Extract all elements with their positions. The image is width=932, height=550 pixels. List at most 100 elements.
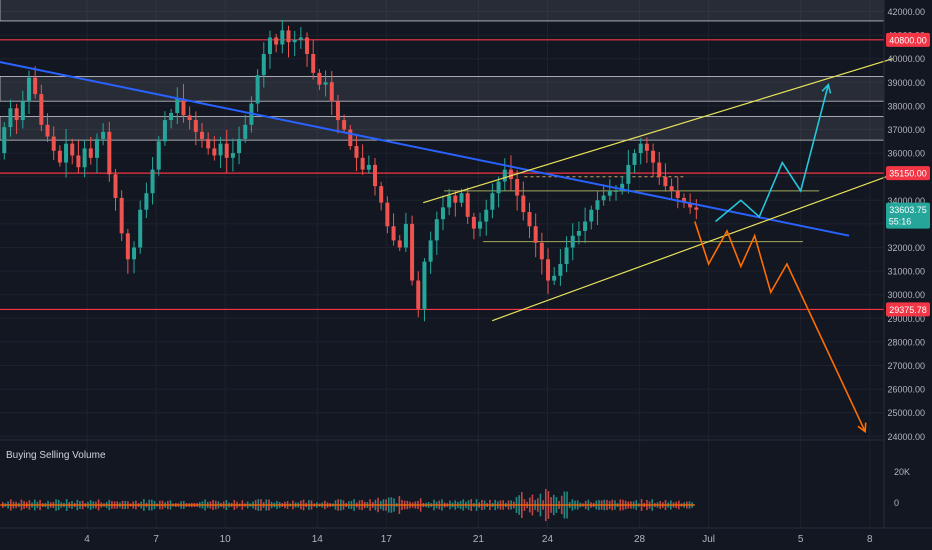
resistance-zone [0, 0, 885, 22]
candle-body [651, 150, 656, 163]
indicator-title[interactable]: Buying Selling Volume [6, 450, 106, 461]
trendlines [0, 58, 893, 322]
candle-body [657, 162, 662, 177]
candle-body [335, 101, 340, 121]
candle-body [261, 53, 266, 76]
price-axis[interactable]: 42000.0041000.0040000.0039000.0038000.00… [887, 7, 925, 442]
candle-body [428, 240, 433, 262]
candle-body [410, 223, 415, 281]
volume-pane [0, 488, 695, 522]
candle-body [459, 193, 464, 203]
price-tick-label: 29000.00 [887, 314, 925, 324]
volume-tick-label: 20K [894, 467, 910, 477]
candle-body [280, 30, 285, 45]
candle-body [125, 233, 130, 260]
candle-body [471, 216, 476, 229]
candle-body [76, 155, 81, 168]
candle-body [187, 115, 192, 121]
candle-body [385, 202, 390, 227]
time-tick-label: 14 [312, 534, 324, 545]
volume-axis: 20K 0 [894, 467, 910, 508]
candle-body [144, 193, 149, 210]
candle-body [440, 207, 445, 220]
candle-body [206, 138, 211, 149]
price-tick-label: 39000.00 [887, 78, 925, 88]
candle-body [94, 138, 99, 158]
trendline-channel-bottom [492, 173, 893, 322]
candle-body [552, 275, 557, 281]
candle-body [329, 82, 334, 102]
candle-body [613, 190, 618, 192]
volume-tick-label: 0 [894, 498, 899, 508]
candle-body [360, 157, 365, 170]
time-tick-label: 8 [867, 534, 873, 545]
candle-body [478, 221, 483, 229]
resistance-zone [0, 116, 885, 141]
resistance-zone [0, 76, 885, 102]
candle-body [255, 75, 260, 104]
price-label-box [886, 302, 930, 317]
price-tick-label: 27000.00 [887, 361, 925, 371]
price-tick-label: 38000.00 [887, 101, 925, 111]
candle-body [620, 183, 625, 191]
candle-body [292, 39, 297, 43]
candle-body [150, 169, 155, 194]
candle-body [243, 124, 248, 139]
candle-body [669, 186, 674, 191]
candle-body [101, 131, 106, 139]
candle-body [199, 131, 204, 139]
candle-body [626, 164, 631, 184]
candle-body [26, 77, 31, 102]
candle-body [681, 197, 686, 203]
candle-body [354, 146, 359, 158]
candle-body [212, 148, 217, 156]
current-price-text: 33603.75 [889, 205, 927, 215]
price-labels: 40800.00 35150.00 29375.78 33603.75 55:16 [886, 32, 930, 317]
candle-body [490, 193, 495, 210]
candle-body [434, 219, 439, 241]
candle-body [298, 37, 303, 40]
candle-body [39, 94, 44, 125]
time-axis[interactable]: 4 7 10 14 17 21 24 28 Jul 5 8 [84, 534, 873, 545]
candle-body [583, 221, 588, 231]
candle-body [644, 143, 649, 151]
candle-body [576, 230, 581, 236]
candle-body [694, 207, 699, 210]
candle-body [397, 240, 402, 248]
candle-body [527, 212, 532, 227]
candle-body [2, 127, 7, 154]
time-tick-label: 5 [798, 534, 804, 545]
candle-body [484, 209, 489, 222]
price-tick-label: 32000.00 [887, 243, 925, 253]
candle-body [521, 195, 526, 213]
candle-body [64, 143, 69, 163]
candle-body [342, 120, 347, 130]
candle-body [162, 120, 167, 142]
candle-body [169, 112, 174, 121]
current-price-box [886, 202, 930, 229]
time-tick-label: 4 [84, 534, 90, 545]
price-tick-label: 30000.00 [887, 290, 925, 300]
price-tick-label: 42000.00 [887, 7, 925, 17]
candle-body [348, 129, 353, 147]
candle-body [632, 153, 637, 165]
candle-body [70, 143, 75, 156]
price-label-box [886, 32, 930, 47]
candle-body [51, 136, 56, 151]
price-tick-label: 24000.00 [887, 432, 925, 442]
candle-body [305, 37, 310, 54]
scenario-paths [694, 83, 867, 434]
candle-body [8, 108, 13, 128]
candle-body [403, 223, 408, 248]
candle-body [82, 148, 87, 168]
candle-body [218, 143, 223, 156]
candle-body [508, 169, 513, 180]
candle-body [502, 169, 507, 182]
candle-body [175, 98, 180, 113]
scenario-arrowhead [821, 83, 832, 94]
price-tick-label: 40000.00 [887, 54, 925, 64]
candle-body [286, 30, 291, 43]
scenario-arrowhead [857, 422, 867, 434]
price-label-box [886, 166, 930, 181]
